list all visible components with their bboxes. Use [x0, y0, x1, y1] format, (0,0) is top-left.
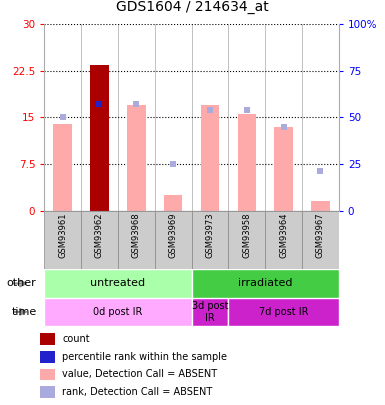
Bar — [54, 124, 72, 211]
Bar — [311, 201, 330, 211]
Text: GSM93958: GSM93958 — [242, 212, 251, 258]
Text: 3d post
IR: 3d post IR — [192, 301, 228, 323]
Text: GSM93968: GSM93968 — [132, 212, 141, 258]
Bar — [238, 114, 256, 211]
Text: 7d post IR: 7d post IR — [259, 307, 308, 317]
Bar — [40, 386, 55, 398]
Text: GDS1604 / 214634_at: GDS1604 / 214634_at — [116, 0, 269, 14]
Bar — [118, 211, 155, 269]
Bar — [155, 211, 192, 269]
Bar — [192, 298, 228, 326]
Text: count: count — [62, 334, 90, 344]
Text: percentile rank within the sample: percentile rank within the sample — [62, 352, 227, 362]
Text: rank, Detection Call = ABSENT: rank, Detection Call = ABSENT — [62, 387, 213, 397]
Bar — [90, 65, 109, 211]
Text: GSM93969: GSM93969 — [169, 212, 177, 258]
Bar — [192, 269, 339, 298]
Text: GSM93962: GSM93962 — [95, 212, 104, 258]
Bar — [44, 211, 81, 269]
Bar — [81, 211, 118, 269]
Bar — [40, 369, 55, 380]
Bar — [228, 211, 265, 269]
Bar — [201, 105, 219, 211]
Text: other: other — [7, 279, 37, 288]
Bar — [275, 127, 293, 211]
Text: value, Detection Call = ABSENT: value, Detection Call = ABSENT — [62, 369, 218, 379]
Bar — [192, 211, 228, 269]
Text: GSM93961: GSM93961 — [58, 212, 67, 258]
Bar — [228, 298, 339, 326]
Text: irradiated: irradiated — [238, 279, 293, 288]
Text: GSM93967: GSM93967 — [316, 212, 325, 258]
Bar — [44, 298, 192, 326]
Bar — [164, 195, 182, 211]
Bar — [127, 105, 146, 211]
Text: untreated: untreated — [90, 279, 146, 288]
Text: GSM93964: GSM93964 — [279, 212, 288, 258]
Bar — [40, 333, 55, 345]
Bar — [44, 269, 192, 298]
Text: GSM93973: GSM93973 — [206, 212, 214, 258]
Text: 0d post IR: 0d post IR — [93, 307, 142, 317]
Text: time: time — [11, 307, 37, 317]
Bar — [302, 211, 339, 269]
Bar — [40, 351, 55, 362]
Bar — [265, 211, 302, 269]
